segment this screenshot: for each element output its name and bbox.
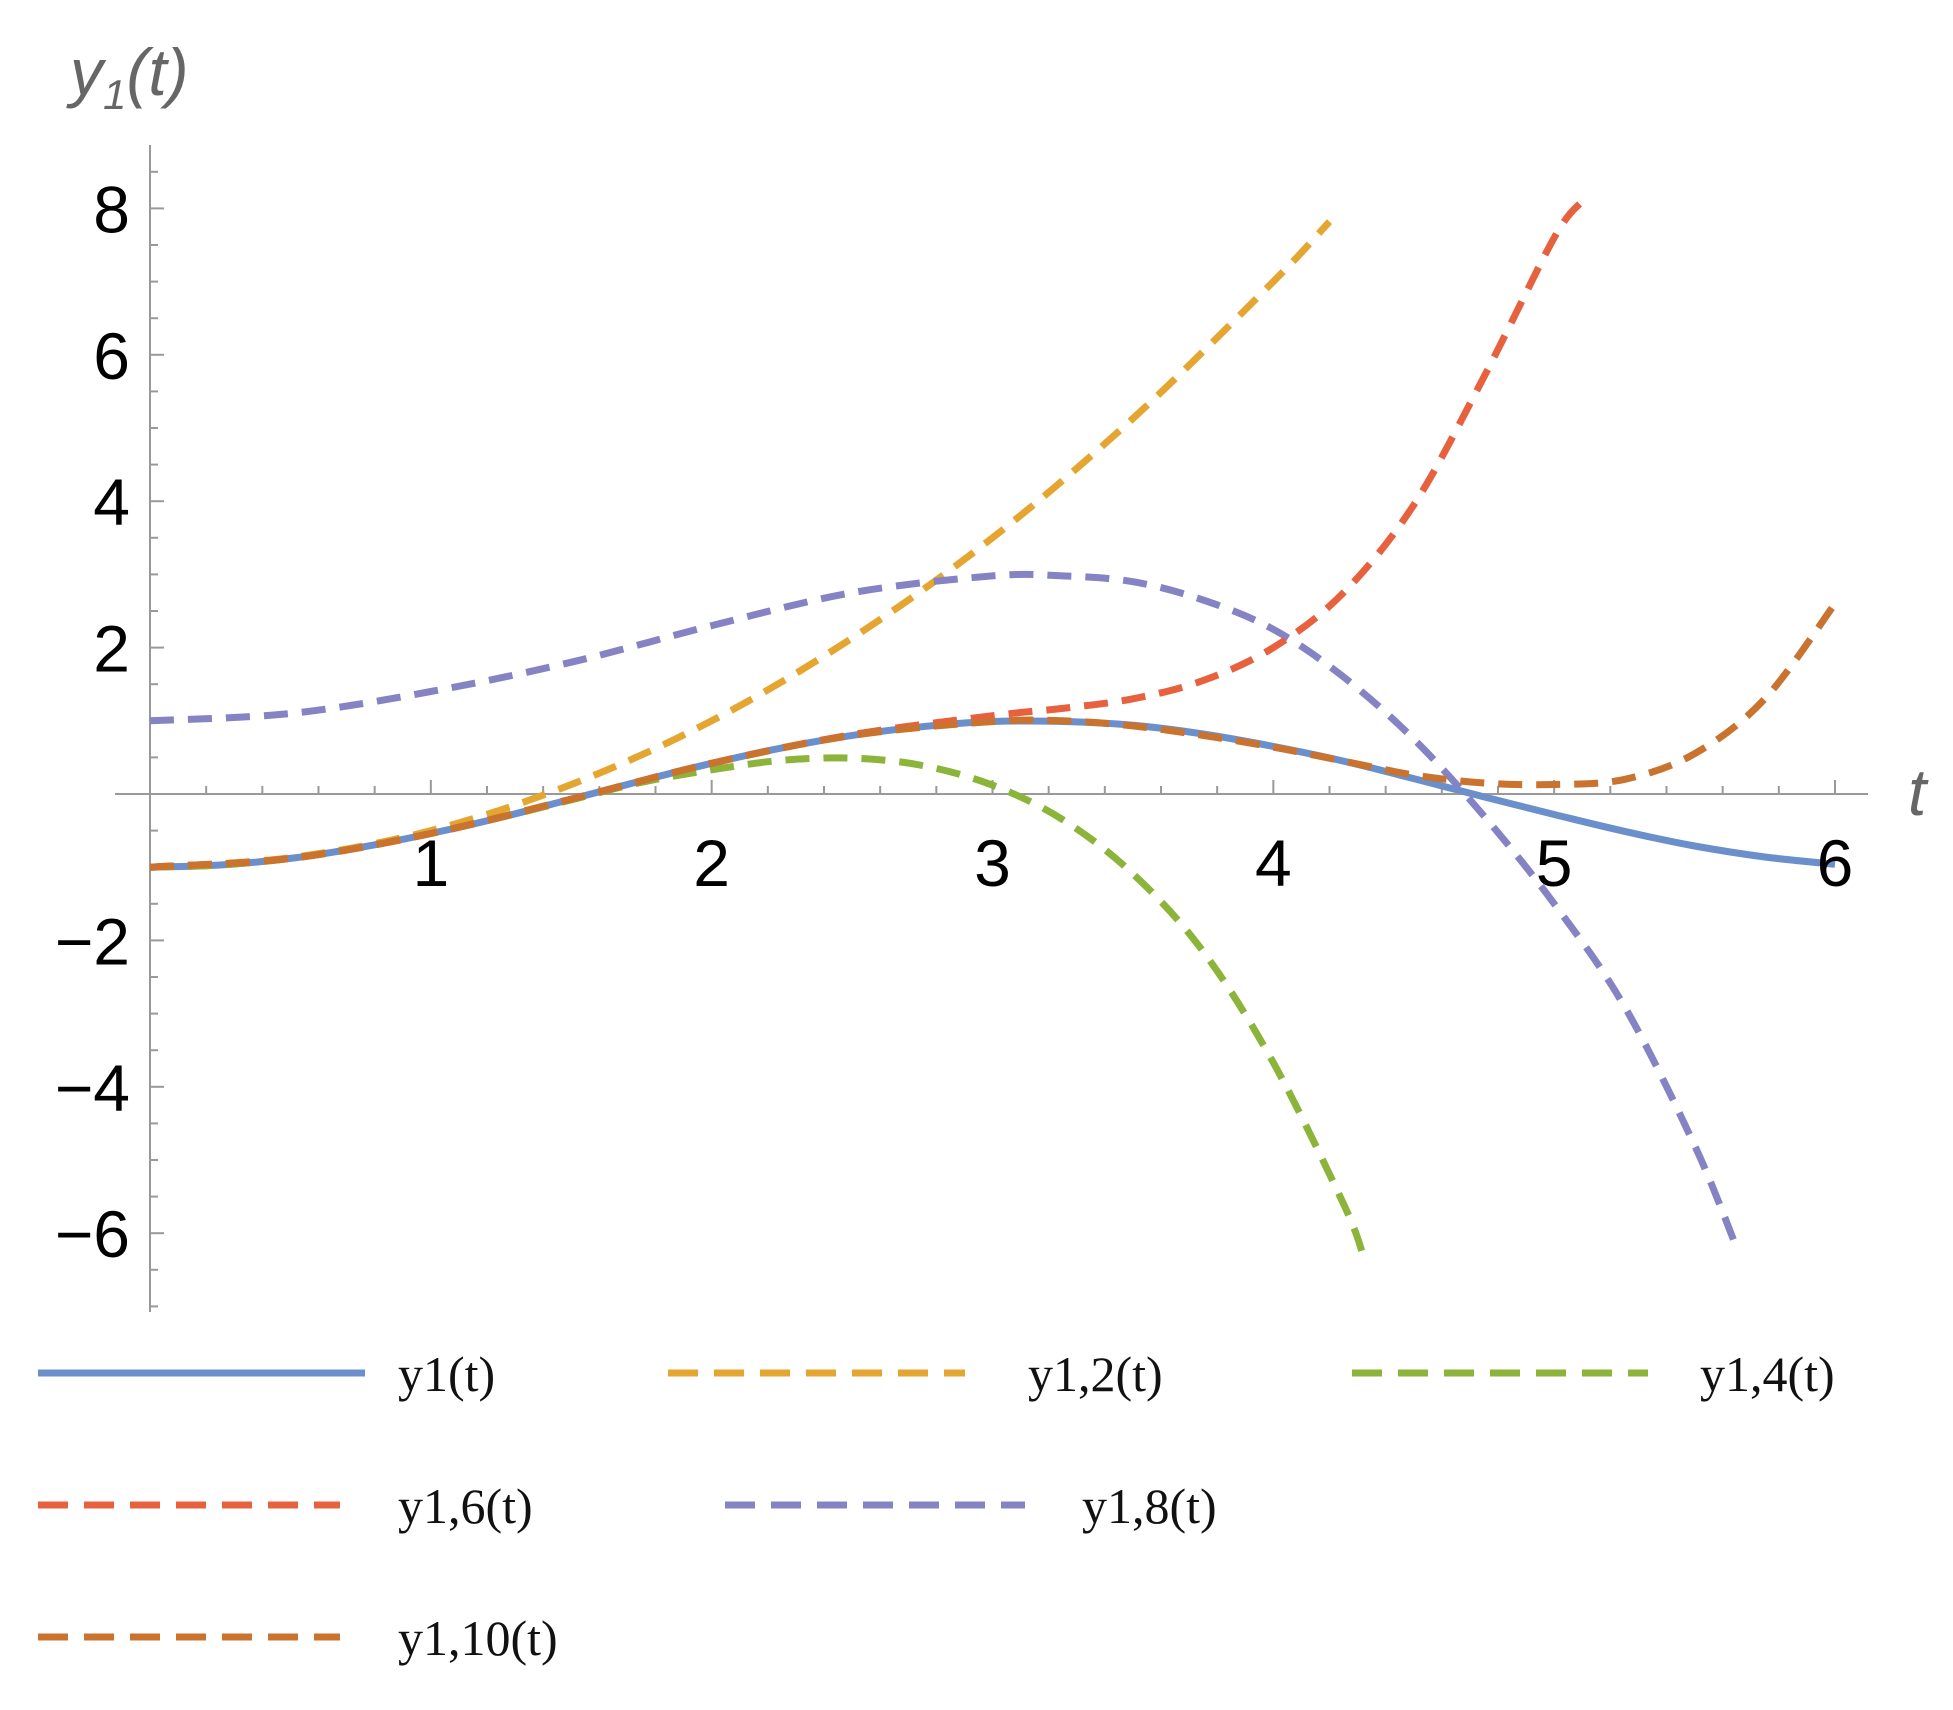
x-tick-label: 3 — [974, 826, 1011, 900]
legend-item: y1,8(t) — [725, 1478, 1217, 1534]
x-tick-label: 1 — [412, 826, 449, 900]
legend: y1(t) y1,2(t) y1,4(t) y1,6(t) y1,8(t) y1,10(t… — [38, 1346, 1835, 1666]
series-line-y1-2-t — [149, 219, 1333, 871]
x-tick-label: 4 — [1255, 826, 1292, 900]
y-tick-label: −4 — [55, 1051, 130, 1125]
axes — [115, 145, 1868, 1312]
y-tick-label: −2 — [55, 904, 130, 978]
x-axis-title: t — [1908, 755, 1929, 829]
x-tick-label: 6 — [1817, 826, 1854, 900]
y-axis-title-subscript: 1 — [103, 71, 126, 118]
y-axis-title-base: y — [66, 35, 107, 109]
y-tick-label: 2 — [93, 612, 130, 686]
y-tick-label: 8 — [93, 172, 130, 246]
legend-item: y1,4(t) — [1352, 1346, 1835, 1402]
series-line-y1-8-t — [149, 570, 1740, 1250]
legend-label: y1,4(t) — [1700, 1346, 1835, 1402]
legend-label: y1,2(t) — [1028, 1346, 1163, 1402]
y-tick-label: 6 — [93, 319, 130, 393]
y-tick-label: 4 — [93, 465, 130, 539]
legend-label: y1(t) — [398, 1346, 495, 1402]
legend-label: y1,6(t) — [398, 1478, 533, 1534]
legend-label: y1,8(t) — [1082, 1478, 1217, 1534]
legend-label: y1,10(t) — [398, 1610, 558, 1666]
series-line-y1-10-t — [149, 601, 1838, 871]
y-axis-title-rest: (t) — [126, 35, 188, 109]
series-group — [149, 198, 1838, 1257]
x-tick-label: 2 — [693, 826, 730, 900]
x-tick-label: 5 — [1536, 826, 1573, 900]
tick-labels: 1 2 3 4 5 6 −6 −4 −2 2 4 6 8 — [55, 172, 1854, 1271]
legend-item: y1,10(t) — [38, 1610, 558, 1666]
legend-item: y1,2(t) — [668, 1346, 1163, 1402]
legend-item: y1(t) — [38, 1346, 495, 1402]
y-axis-title: y1(t) — [66, 35, 189, 118]
y-tick-label: −6 — [55, 1197, 130, 1271]
legend-item: y1,6(t) — [38, 1478, 533, 1534]
series-line-y1-4-t — [149, 754, 1367, 1257]
